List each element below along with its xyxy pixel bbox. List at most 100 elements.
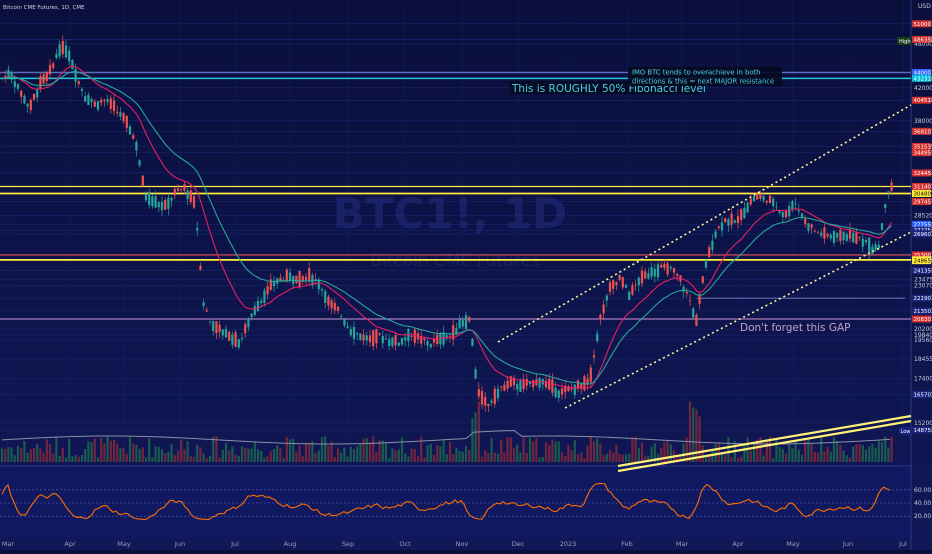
- candle-body: [631, 285, 634, 295]
- candle-body: [660, 264, 663, 268]
- candle-body: [122, 112, 125, 122]
- volume-bar: [90, 442, 93, 462]
- volume-bar: [669, 443, 672, 462]
- volume-bar: [880, 441, 884, 462]
- volume-bar: [384, 441, 388, 462]
- candle-body: [634, 284, 637, 286]
- volume-bar: [608, 449, 612, 462]
- volume-bar: [39, 448, 42, 462]
- candle-body: [212, 321, 215, 332]
- volume-bar: [791, 448, 794, 462]
- volume-bar: [471, 418, 474, 462]
- volume-bar: [116, 443, 119, 462]
- volume-bars: [0, 401, 893, 462]
- candle-body: [548, 378, 551, 390]
- volume-bar: [836, 440, 839, 462]
- volume-bar: [362, 438, 365, 462]
- candle-body: [39, 76, 42, 90]
- volume-bar: [253, 441, 256, 462]
- volume-bar: [100, 438, 103, 462]
- volume-bar: [832, 436, 836, 462]
- candle-body: [474, 369, 477, 379]
- x-tick-label: May: [786, 540, 800, 548]
- volume-bar: [317, 450, 320, 462]
- volume-bar: [349, 446, 352, 462]
- volume-bar: [103, 443, 106, 462]
- candle-body: [570, 388, 573, 390]
- volume-bar: [276, 445, 279, 462]
- rsi-tick-label: 40.00: [914, 500, 931, 507]
- candle-body: [519, 380, 522, 392]
- overshoot-note-line1: IMO BTC tends to overachieve in both: [632, 69, 760, 77]
- volume-bar: [314, 452, 317, 462]
- candle-body: [791, 201, 794, 210]
- candle-body: [468, 316, 471, 322]
- candle-body: [407, 328, 410, 342]
- y-tick-label: 42000: [914, 85, 932, 92]
- volume-bar: [141, 447, 144, 462]
- candle-body: [781, 212, 784, 218]
- volume-bar: [589, 436, 592, 462]
- candle-body: [327, 296, 330, 306]
- volume-bar: [432, 455, 436, 462]
- candle-body: [676, 273, 679, 276]
- volume-bar: [13, 455, 16, 462]
- price-label: 35153: [914, 145, 932, 151]
- price-label-box: [912, 257, 931, 265]
- volume-bar: [653, 443, 656, 462]
- candle-body: [202, 302, 205, 306]
- volume-bar: [301, 455, 304, 462]
- volume-bar: [266, 456, 269, 462]
- candle-body: [644, 271, 647, 279]
- volume-bar: [868, 446, 871, 462]
- price-label-box: [912, 251, 931, 259]
- volume-bar: [554, 441, 557, 462]
- volume-bar: [186, 441, 189, 462]
- candle-body: [612, 280, 615, 289]
- x-tick-label: Mar: [676, 540, 689, 548]
- x-tick-label: 2023: [560, 540, 577, 548]
- price-label: 44000: [914, 71, 932, 77]
- candle-body: [784, 210, 788, 218]
- candle-body: [93, 101, 96, 107]
- volume-bar: [826, 446, 829, 462]
- volume-bar: [871, 444, 874, 462]
- price-label: 40451: [914, 98, 932, 104]
- candle-body: [538, 377, 541, 388]
- candle-body: [487, 403, 490, 407]
- volume-bar: [640, 442, 644, 462]
- candle-body: [375, 329, 378, 344]
- volume-bar: [570, 449, 573, 462]
- volume-bar: [493, 452, 496, 462]
- candle-body: [682, 286, 685, 292]
- price-label: 16570: [914, 392, 932, 398]
- candle-body: [586, 378, 589, 385]
- candle-body: [132, 135, 135, 139]
- candle-body: [359, 333, 362, 341]
- candle-body: [61, 40, 64, 55]
- volume-bar: [170, 444, 173, 462]
- candle-body: [52, 63, 55, 68]
- candle-body: [746, 202, 749, 213]
- volume-bar: [416, 455, 420, 462]
- moving-averages: [1, 65, 893, 389]
- volume-bar: [330, 441, 333, 462]
- candle-body: [45, 72, 48, 81]
- candle-body: [768, 195, 772, 204]
- volume-bar: [845, 455, 848, 462]
- price-label-box: [912, 294, 931, 302]
- candle-body: [314, 279, 317, 280]
- volume-bar: [720, 454, 724, 462]
- volume-bar: [356, 446, 359, 462]
- candle-body: [589, 367, 592, 383]
- candle-body: [362, 334, 365, 341]
- candle-body: [615, 282, 618, 285]
- volume-bar: [650, 446, 653, 462]
- price-label-box: [912, 182, 931, 190]
- volume-bar: [151, 457, 154, 462]
- volume-bar: [768, 436, 772, 462]
- candle-body: [797, 210, 800, 212]
- candle-body: [7, 69, 10, 78]
- candle-body: [855, 232, 858, 244]
- volume-bar: [810, 443, 813, 462]
